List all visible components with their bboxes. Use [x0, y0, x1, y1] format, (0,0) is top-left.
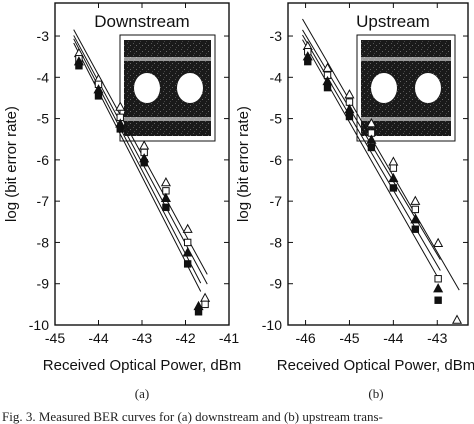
axes-b: -46 -45 -44 -43 -3 -4 -5 -6 -7 -8 -9 -10 [262, 3, 468, 346]
panel-b-title: Upstream [356, 12, 430, 31]
x-tick-label: -44 [88, 330, 108, 346]
x-axis-label-b: Received Optical Power, dBm [277, 357, 474, 374]
x-tick-label: -46 [295, 330, 315, 346]
eye-diagram-inset-a [119, 34, 216, 142]
data-point-triangle [410, 214, 421, 224]
data-point-triangle [410, 195, 421, 205]
data-point-square [94, 92, 103, 100]
y-axis-label-b: log (bit error rate) [235, 106, 252, 222]
data-point-triangle [388, 156, 399, 166]
data-point-triangle [366, 117, 377, 128]
data-point-triangle [433, 237, 444, 247]
y-tick-label: -4 [270, 69, 283, 85]
data-point-triangle [451, 314, 463, 324]
data-point-square [323, 83, 332, 92]
y-tick-label: -3 [37, 28, 50, 44]
y-tick-label: -3 [270, 28, 283, 44]
y-tick-label: -5 [270, 111, 283, 127]
data-point-square [201, 300, 209, 309]
y-tick-label: -9 [270, 276, 283, 292]
x-tick-label: -44 [383, 330, 403, 346]
figure-caption: Fig. 3. Measured BER curves for (a) down… [2, 409, 383, 424]
y-tick-label: -4 [37, 69, 50, 85]
data-point-triangle [344, 89, 355, 99]
data-point-square [194, 308, 203, 316]
data-point-triangle [139, 140, 150, 150]
data-point-triangle [200, 292, 211, 302]
data-point-triangle [182, 223, 193, 233]
data-point-triangle [182, 247, 193, 257]
data-point-square [116, 125, 124, 133]
data-point-square [434, 296, 442, 304]
y-tick-label: -8 [270, 234, 283, 250]
markers-b [302, 40, 463, 324]
x-tick-label: -43 [427, 330, 447, 346]
data-point-square [411, 205, 420, 214]
data-point-square [411, 225, 420, 233]
plot-frame-b [287, 2, 469, 326]
data-point-triangle [160, 192, 171, 202]
data-point-square [389, 184, 398, 192]
axes-a: -45 -44 -43 -42 -41 -3 -4 -5 -6 -7 -8 -9 -10 [29, 3, 239, 346]
panel-downstream: Downstream -45 -44 -43 -42 -41 -3 -4 -5 -6 -7 -8 -9… [29, 2, 241, 401]
y-tick-label: -10 [262, 317, 282, 333]
data-point-square [75, 62, 83, 70]
x-tick-label: -45 [339, 330, 359, 346]
y-axis-label-a: log (bit error rate) [3, 106, 20, 222]
eye-diagram-inset-b [356, 34, 456, 142]
x-tick-label: -42 [175, 330, 195, 346]
data-point-triangle [322, 62, 333, 72]
data-point-square [140, 159, 148, 167]
x-tick-label: -41 [219, 330, 239, 346]
data-point-square [304, 57, 312, 66]
y-tick-label: -10 [29, 317, 49, 333]
panel-upstream: Upstream -46 -45 -44 -43 -3 -4 -5 -6 -7 -8 -9 -10 R… [262, 2, 474, 401]
data-point-triangle [344, 103, 355, 114]
data-point-triangle [433, 283, 444, 293]
data-point-square [183, 238, 192, 247]
fit-line [73, 38, 202, 284]
data-point-triangle [115, 101, 126, 111]
panel-a-title: Downstream [94, 12, 189, 31]
markers-a [73, 47, 211, 316]
y-tick-label: -6 [37, 152, 50, 168]
data-point-triangle [388, 172, 399, 183]
x-tick-label: -45 [45, 330, 65, 346]
y-tick-label: -8 [37, 234, 50, 250]
y-tick-label: -9 [37, 276, 50, 292]
panel-label-b: (b) [368, 386, 383, 401]
data-point-triangle [160, 177, 171, 187]
data-point-triangle [366, 134, 377, 144]
data-point-square [389, 164, 398, 172]
data-point-square [345, 112, 354, 121]
x-tick-label: -43 [132, 330, 152, 346]
y-tick-label: -6 [270, 152, 283, 168]
y-tick-label: -7 [270, 193, 283, 209]
data-point-square [162, 203, 170, 212]
y-tick-label: -5 [37, 111, 50, 127]
x-axis-label-a: Received Optical Power, dBm [43, 357, 241, 374]
panel-label-a: (a) [135, 386, 149, 401]
fit-line [302, 18, 460, 291]
data-point-square [183, 260, 192, 268]
data-point-square [434, 275, 442, 283]
data-point-square [367, 143, 376, 152]
y-tick-label: -7 [37, 193, 50, 209]
